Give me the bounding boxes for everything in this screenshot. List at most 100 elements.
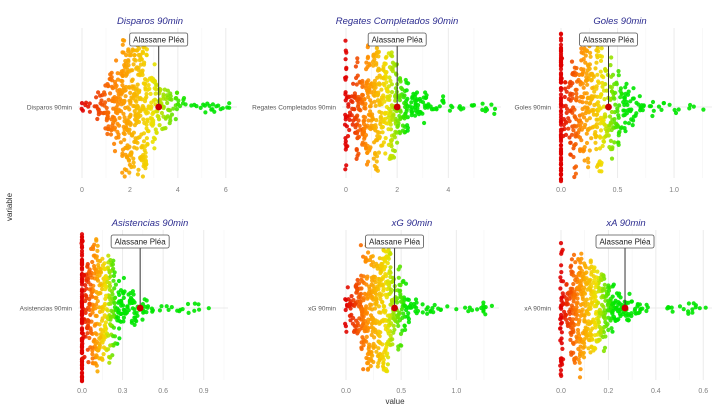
data-point xyxy=(596,79,601,84)
data-point xyxy=(386,127,391,132)
data-point xyxy=(570,96,575,101)
data-point xyxy=(110,114,115,119)
data-point xyxy=(573,260,578,265)
data-point xyxy=(125,304,130,310)
data-point xyxy=(145,128,150,134)
data-point xyxy=(481,309,486,314)
highlight-point xyxy=(136,304,144,312)
data-point xyxy=(126,308,131,313)
data-point xyxy=(79,327,85,332)
data-point xyxy=(379,354,384,359)
data-point xyxy=(378,122,383,127)
data-point xyxy=(573,87,578,92)
data-point xyxy=(118,300,123,305)
data-point xyxy=(169,97,174,102)
data-point xyxy=(84,100,89,105)
data-point xyxy=(156,114,161,119)
data-point xyxy=(85,326,90,331)
data-point xyxy=(120,38,126,43)
data-point xyxy=(135,313,140,318)
data-point xyxy=(397,264,403,269)
label-text: Alassane Pléa xyxy=(372,36,424,45)
data-point xyxy=(703,305,708,310)
data-point xyxy=(104,105,109,111)
data-point xyxy=(599,277,604,282)
data-point xyxy=(586,64,591,69)
data-point xyxy=(100,316,105,321)
data-point xyxy=(127,170,132,175)
data-point xyxy=(364,80,369,85)
data-point xyxy=(589,284,594,289)
data-point xyxy=(558,51,564,56)
data-point xyxy=(79,101,85,106)
data-point xyxy=(138,52,143,57)
data-point xyxy=(96,291,101,296)
data-point xyxy=(404,88,409,93)
data-point xyxy=(357,327,362,332)
data-point xyxy=(598,106,603,111)
data-point xyxy=(86,360,91,365)
data-point xyxy=(616,69,621,74)
data-point xyxy=(577,135,583,140)
data-point xyxy=(370,254,375,259)
data-point xyxy=(364,322,369,327)
data-point xyxy=(374,167,379,172)
data-point xyxy=(140,49,145,54)
data-point xyxy=(94,302,99,307)
data-point xyxy=(587,148,592,153)
data-point xyxy=(122,137,127,142)
data-point xyxy=(95,348,100,353)
data-point xyxy=(86,104,91,109)
data-point xyxy=(567,135,572,140)
data-point xyxy=(403,281,409,286)
data-point xyxy=(618,295,623,300)
data-point xyxy=(670,309,675,314)
data-point xyxy=(130,133,135,138)
data-point xyxy=(569,269,574,274)
data-point xyxy=(183,102,188,107)
data-point xyxy=(110,86,115,91)
data-point xyxy=(173,117,178,122)
data-point xyxy=(383,55,388,60)
facet-title: xG 90min xyxy=(391,218,433,229)
data-point xyxy=(206,306,211,311)
data-point xyxy=(371,264,376,269)
data-point xyxy=(583,53,588,58)
data-point xyxy=(362,105,367,111)
label-text: Alassane Pléa xyxy=(115,238,167,247)
data-point xyxy=(390,65,395,70)
data-point xyxy=(589,108,594,113)
data-point xyxy=(123,73,129,78)
data-point xyxy=(593,290,598,295)
data-point xyxy=(612,82,617,87)
data-point xyxy=(110,262,115,267)
data-point xyxy=(169,305,174,310)
data-point xyxy=(633,311,638,316)
data-point xyxy=(593,311,599,316)
data-point xyxy=(572,143,577,148)
data-point xyxy=(122,131,127,137)
data-point xyxy=(351,107,356,112)
data-point xyxy=(629,311,634,316)
data-point xyxy=(124,53,129,58)
data-point xyxy=(390,342,395,347)
data-point xyxy=(558,48,564,53)
data-point xyxy=(396,275,401,280)
data-point xyxy=(101,352,106,357)
data-point xyxy=(571,105,576,110)
data-point xyxy=(366,250,371,255)
data-point xyxy=(409,100,414,105)
data-point xyxy=(95,116,100,122)
data-point xyxy=(383,110,388,115)
data-point xyxy=(441,94,446,99)
data-point xyxy=(138,109,143,114)
data-point xyxy=(571,154,576,160)
data-point xyxy=(109,314,114,319)
data-point xyxy=(384,295,389,300)
data-point xyxy=(95,248,100,253)
data-point xyxy=(346,104,351,109)
data-point xyxy=(561,122,567,128)
data-point xyxy=(120,153,125,158)
data-point xyxy=(112,286,117,291)
data-point xyxy=(608,305,613,310)
